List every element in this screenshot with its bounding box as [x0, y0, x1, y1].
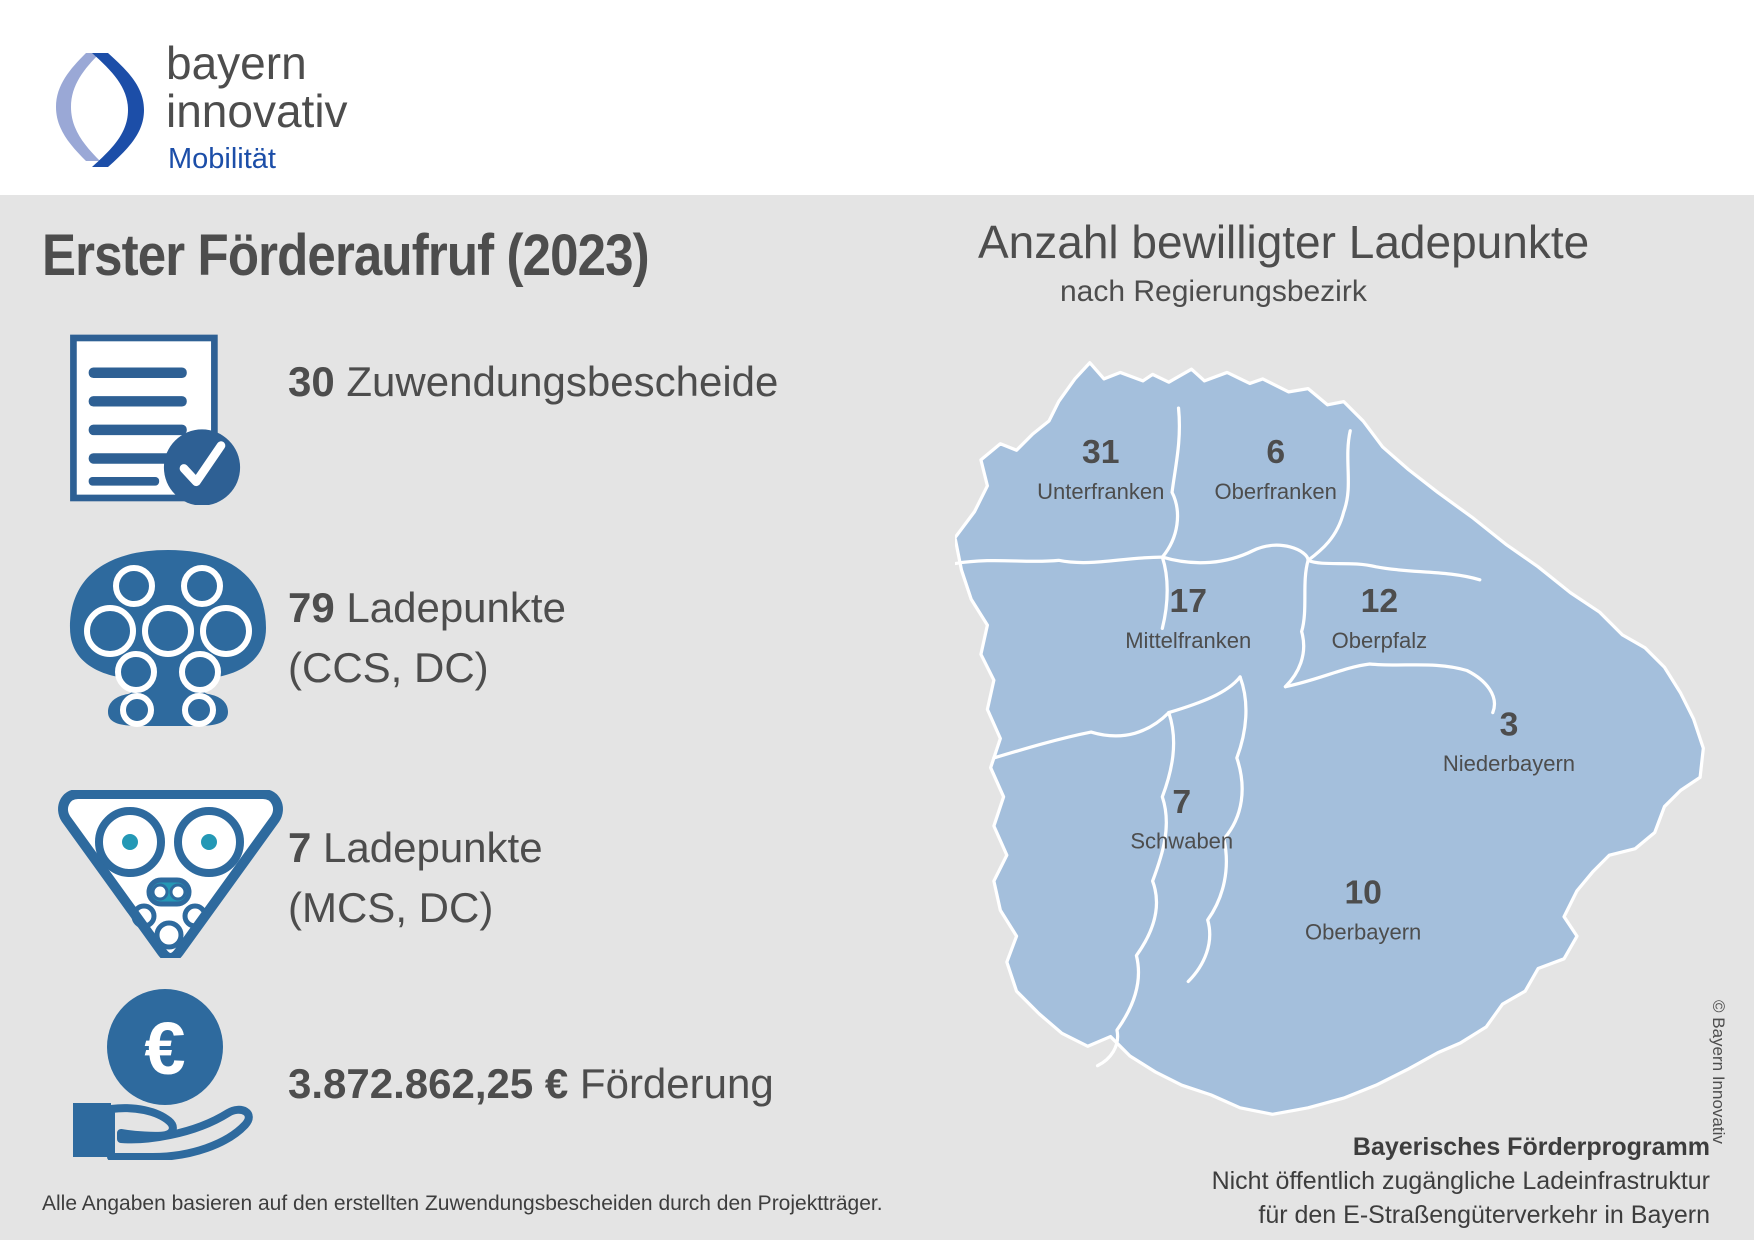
svg-text:3: 3: [1500, 706, 1519, 743]
svg-text:6: 6: [1266, 434, 1285, 471]
svg-text:10: 10: [1344, 875, 1381, 912]
svg-text:€: €: [144, 1007, 185, 1090]
svg-text:Oberbayern: Oberbayern: [1305, 919, 1421, 944]
svg-text:Mittelfranken: Mittelfranken: [1125, 628, 1251, 653]
svg-text:31: 31: [1082, 434, 1119, 471]
svg-text:Niederbayern: Niederbayern: [1443, 751, 1575, 776]
svg-text:17: 17: [1170, 583, 1207, 620]
svg-text:Schwaben: Schwaben: [1130, 829, 1233, 854]
svg-text:12: 12: [1361, 583, 1398, 620]
svg-text:Oberpfalz: Oberpfalz: [1332, 628, 1427, 653]
svg-text:Unterfranken: Unterfranken: [1037, 479, 1164, 504]
svg-text:7: 7: [1172, 784, 1191, 821]
svg-text:Oberfranken: Oberfranken: [1215, 479, 1337, 504]
